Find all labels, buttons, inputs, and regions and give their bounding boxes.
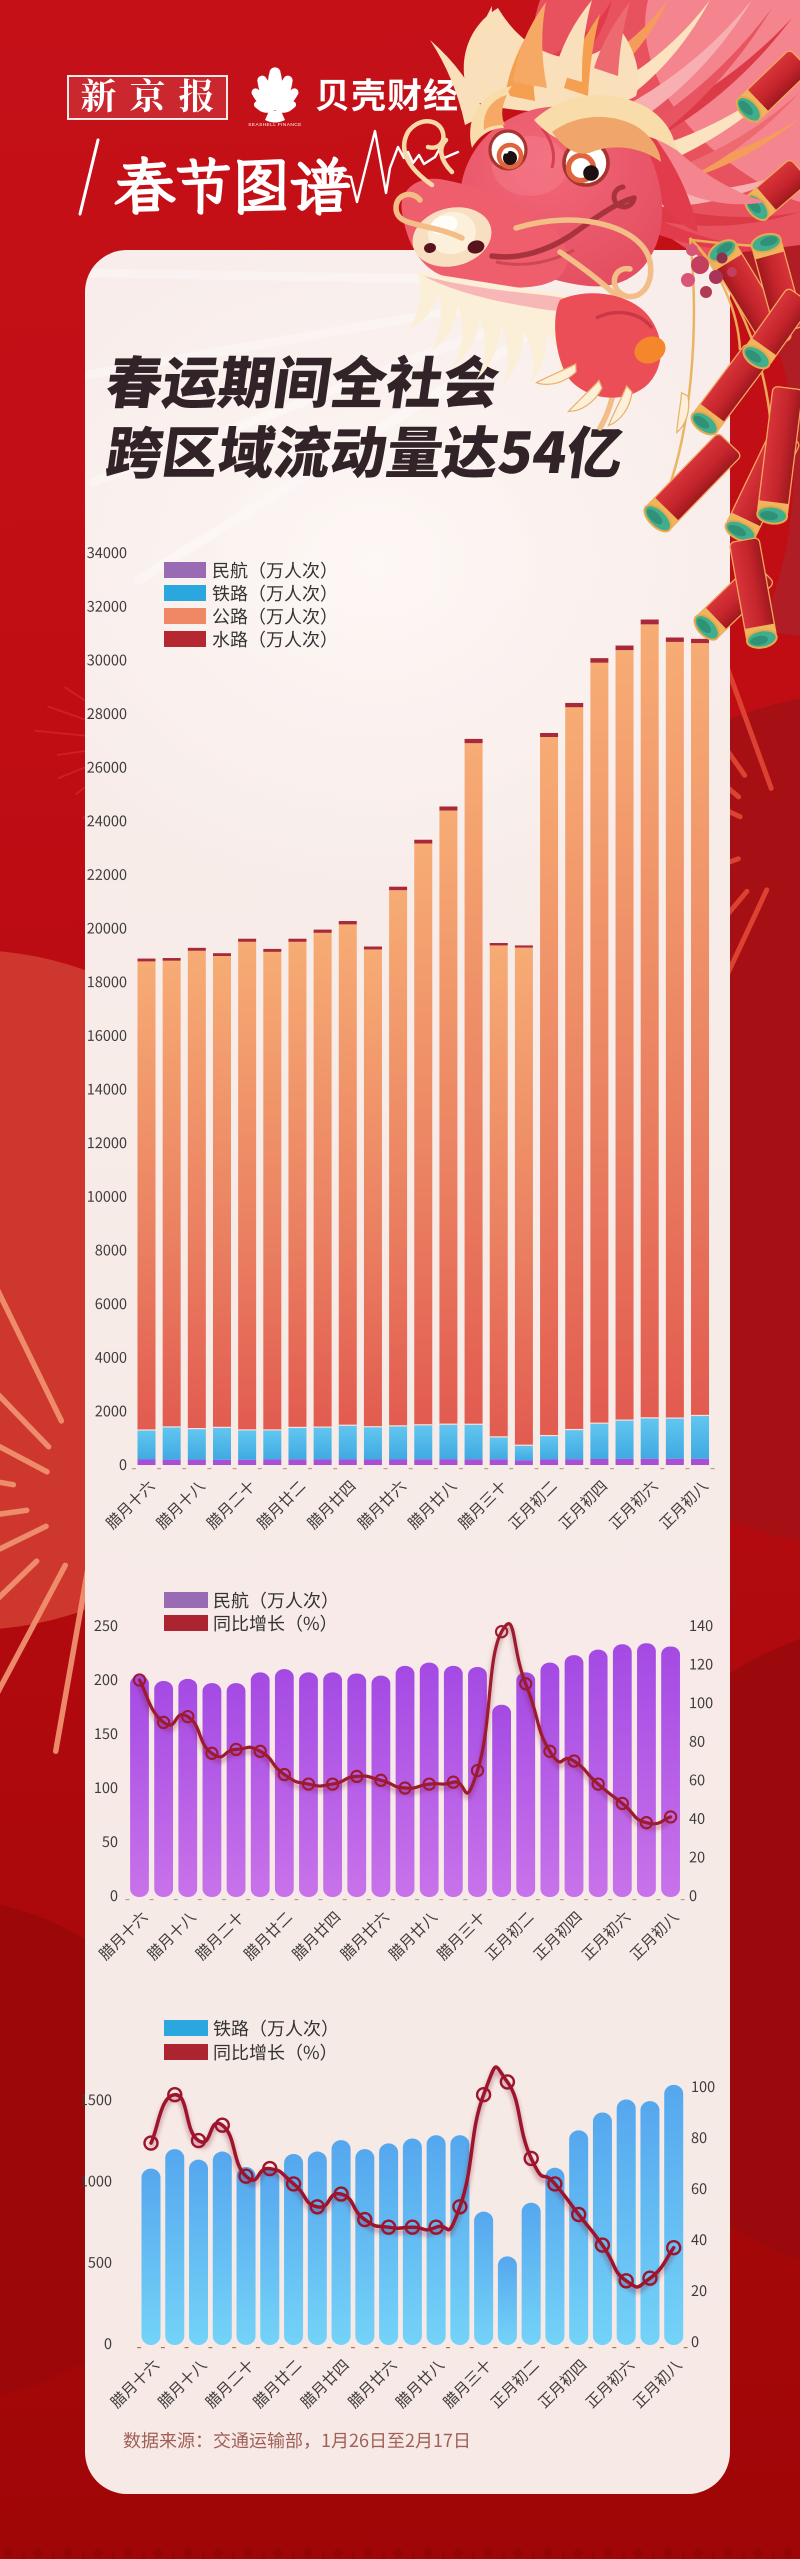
svg-text:SEASHELL FINANCE: SEASHELL FINANCE <box>248 122 301 128</box>
